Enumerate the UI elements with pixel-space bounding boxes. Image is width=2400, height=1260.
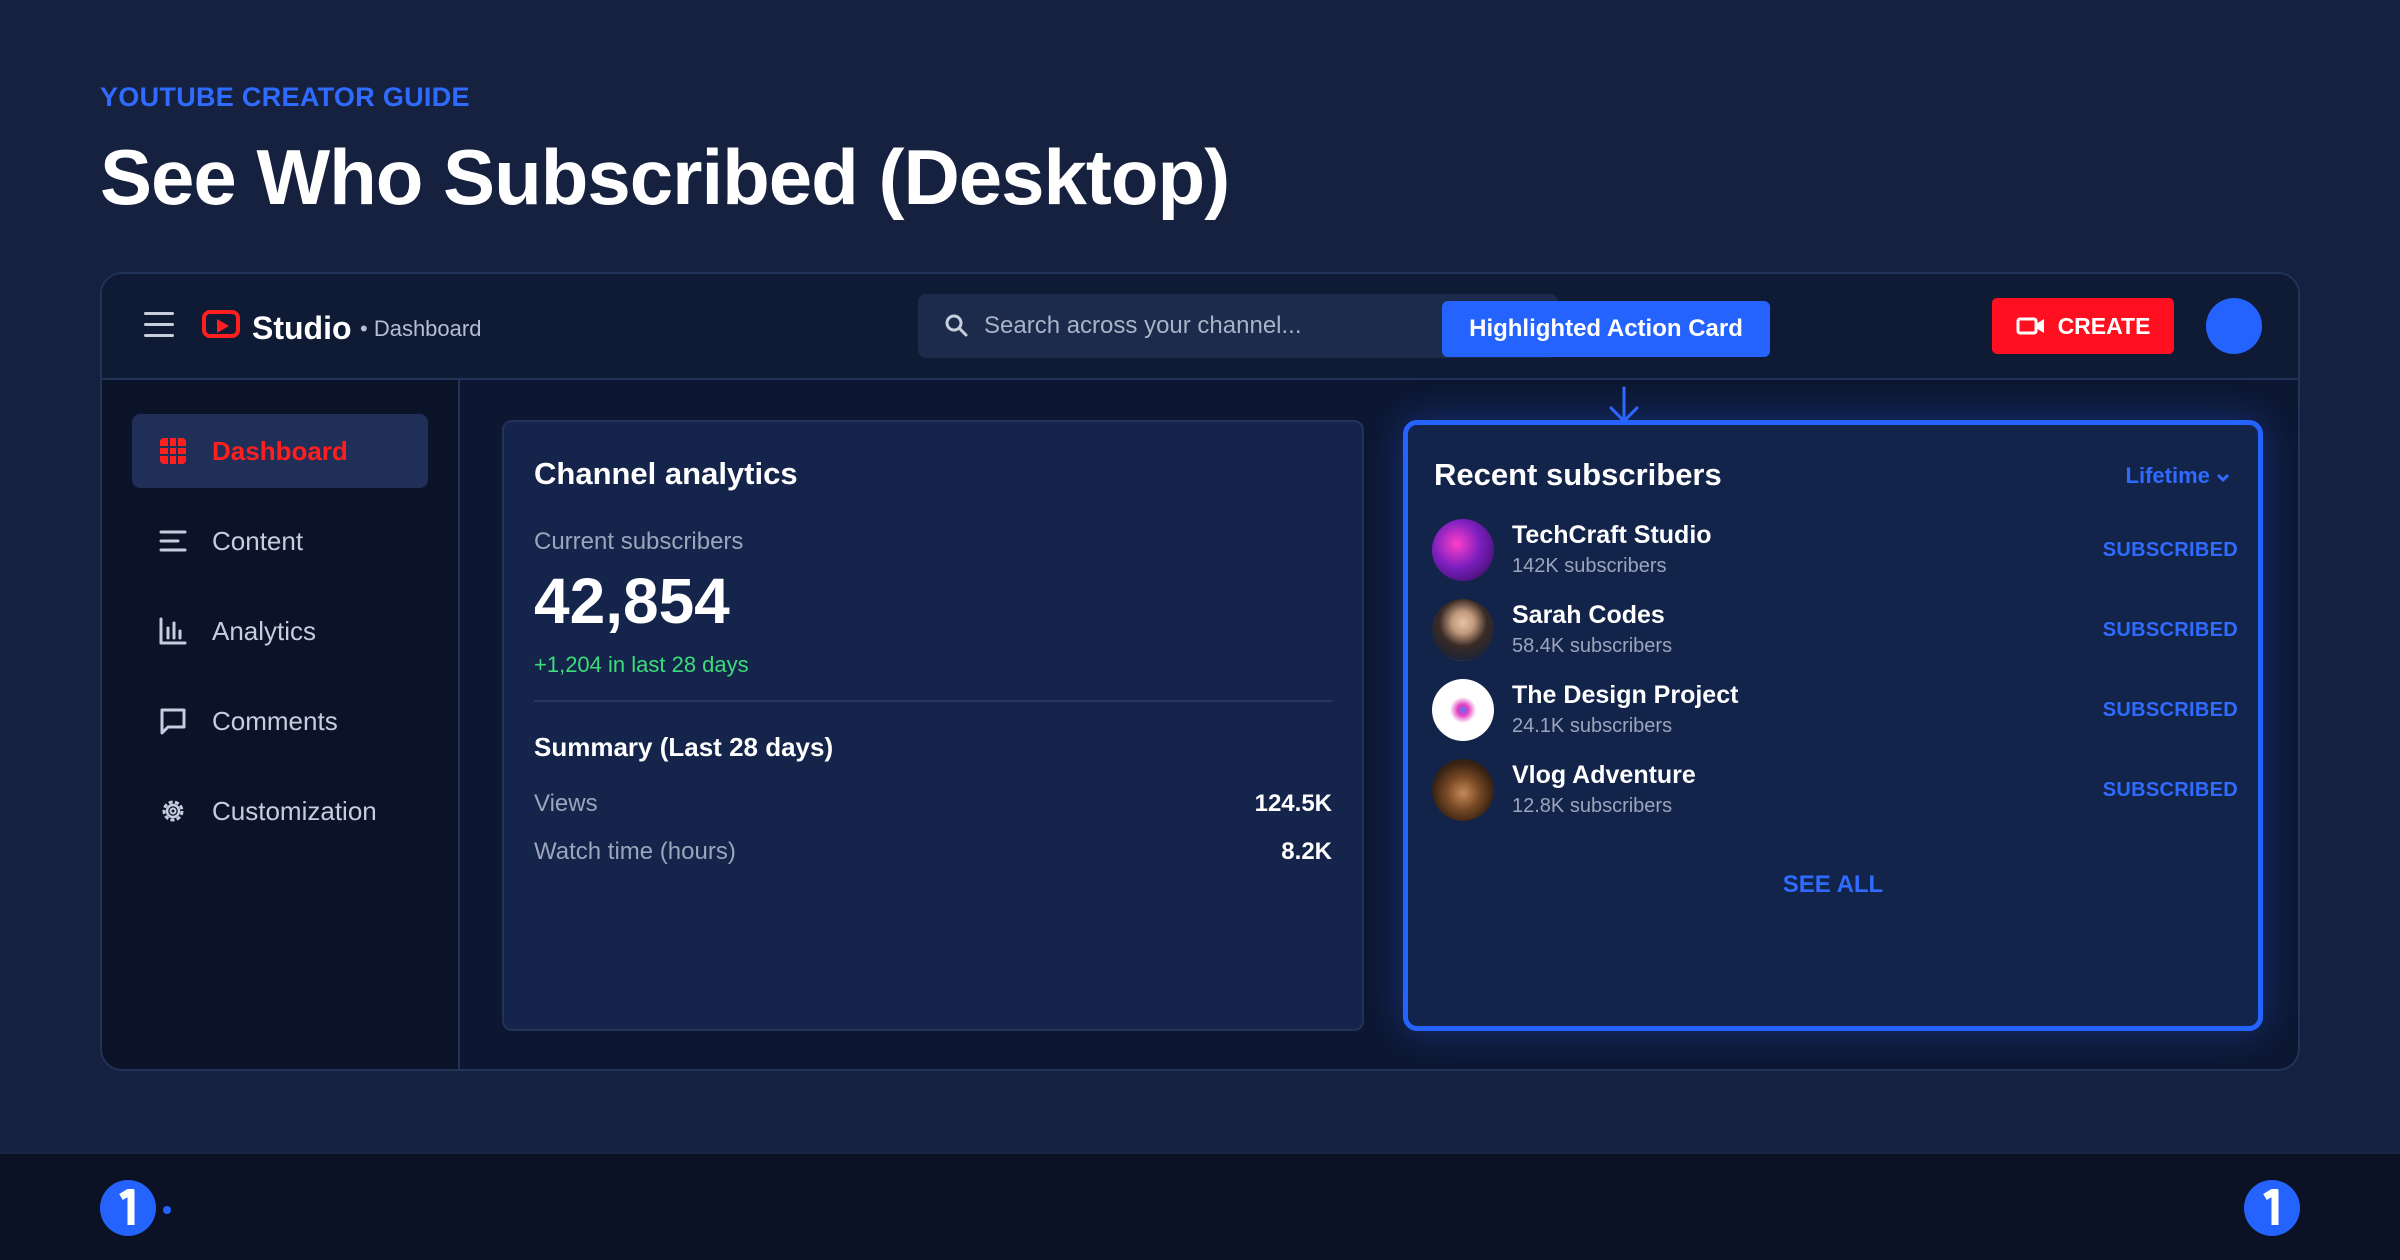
subscriber-row[interactable]: Vlog Adventure 12.8K subscribers SUBSCRI…	[1432, 759, 2238, 821]
search-icon	[945, 314, 968, 337]
gear-icon	[162, 800, 184, 822]
comment-icon	[160, 708, 186, 735]
studio-window: Studio • Dashboard Highlighted Action Ca…	[100, 272, 2300, 1071]
search-input[interactable]	[984, 294, 1524, 358]
summary-value: 124.5K	[1254, 790, 1332, 817]
see-all-link[interactable]: SEE ALL	[1782, 871, 1884, 898]
dashboard-grid-icon	[160, 438, 186, 464]
card-title: Channel analytics	[534, 456, 798, 491]
filter-label: Lifetime	[2125, 463, 2210, 488]
avatar[interactable]	[1432, 519, 1494, 581]
lifetime-filter-dropdown[interactable]: Lifetime	[2126, 463, 2230, 489]
highlight-callout-label: Highlighted Action Card	[1442, 301, 1770, 357]
brand-logo-icon	[100, 1180, 156, 1236]
summary-row-watch-time: Watch time (hours) 8.2K	[534, 838, 1332, 866]
recent-subscribers-card[interactable]: Recent subscribers Lifetime TechCraft St…	[1403, 420, 2263, 1031]
subscriber-name[interactable]: TechCraft Studio	[1512, 521, 1712, 549]
sidebar-item-dashboard[interactable]: Dashboard	[132, 414, 428, 488]
divider	[534, 700, 1332, 702]
sidebar-item-analytics[interactable]: Analytics	[132, 594, 428, 668]
status-badge: SUBSCRIBED	[2102, 539, 2238, 561]
subscriber-count: 142K subscribers	[1512, 555, 1667, 577]
status-badge: SUBSCRIBED	[2102, 779, 2238, 801]
chevron-down-icon	[2216, 473, 2230, 483]
subscriber-name[interactable]: The Design Project	[1512, 681, 1739, 709]
channel-analytics-card: Channel analytics Current subscribers 42…	[502, 420, 1364, 1031]
create-button[interactable]: CREATE	[1992, 298, 2174, 354]
subscriber-row[interactable]: Sarah Codes 58.4K subscribers SUBSCRIBED	[1432, 599, 2238, 661]
subscriber-name[interactable]: Vlog Adventure	[1512, 761, 1696, 789]
sidebar-item-content[interactable]: Content	[132, 504, 428, 578]
summary-title: Summary (Last 28 days)	[534, 732, 834, 762]
sidebar-item-comments[interactable]: Comments	[132, 684, 428, 758]
sidebar-item-label: Customization	[212, 795, 377, 826]
status-badge: SUBSCRIBED	[2102, 619, 2238, 641]
account-avatar[interactable]	[2206, 298, 2262, 354]
subscriber-row[interactable]: TechCraft Studio 142K subscribers SUBSCR…	[1432, 519, 2238, 581]
sidebar-item-label: Comments	[212, 705, 338, 736]
subscribers-delta: +1,204 in last 28 days	[534, 652, 749, 677]
sidebar-item-customization[interactable]: Customization	[132, 774, 428, 848]
summary-row-views: Views 124.5K	[534, 790, 1332, 818]
bar-chart-icon	[159, 617, 187, 645]
current-subscribers-value: 42,854	[534, 565, 730, 637]
sidebar: Dashboard Content Analytics Comments	[102, 380, 460, 1069]
summary-label: Watch time (hours)	[534, 838, 736, 865]
sidebar-item-label: Dashboard	[212, 435, 348, 466]
avatar[interactable]	[1432, 679, 1494, 741]
avatar[interactable]	[1432, 759, 1494, 821]
create-label: CREATE	[2057, 312, 2151, 339]
content-list-icon	[159, 530, 187, 552]
sidebar-item-label: Content	[212, 525, 304, 556]
video-camera-icon	[2016, 317, 2044, 335]
subscriber-row[interactable]: The Design Project 24.1K subscribers SUB…	[1432, 679, 2238, 741]
subscriber-count: 24.1K subscribers	[1512, 715, 1673, 737]
subscriber-count: 58.4K subscribers	[1512, 635, 1673, 657]
brand-logo-icon	[2244, 1180, 2300, 1236]
dot-icon	[163, 1206, 171, 1214]
summary-label: Views	[534, 790, 598, 817]
summary-value: 8.2K	[1281, 838, 1332, 865]
footer	[0, 1152, 2400, 1260]
status-badge: SUBSCRIBED	[2102, 699, 2238, 721]
sidebar-item-label: Analytics	[212, 615, 317, 646]
guide-label: YOUTUBE CREATOR GUIDE	[100, 82, 470, 112]
subscriber-name[interactable]: Sarah Codes	[1512, 601, 1665, 629]
arrow-down-icon	[1609, 386, 1639, 424]
app-name[interactable]: Studio	[252, 310, 352, 346]
top-bar: Studio • Dashboard Highlighted Action Ca…	[102, 274, 2298, 380]
menu-icon[interactable]	[144, 312, 174, 338]
youtube-logo-icon[interactable]	[202, 310, 240, 338]
breadcrumb: • Dashboard	[360, 316, 482, 341]
current-subscribers-label: Current subscribers	[534, 528, 744, 555]
subscriber-count: 12.8K subscribers	[1512, 795, 1673, 817]
card-title: Recent subscribers	[1434, 457, 1722, 492]
page-title: See Who Subscribed (Desktop)	[100, 133, 1230, 221]
avatar[interactable]	[1432, 599, 1494, 661]
